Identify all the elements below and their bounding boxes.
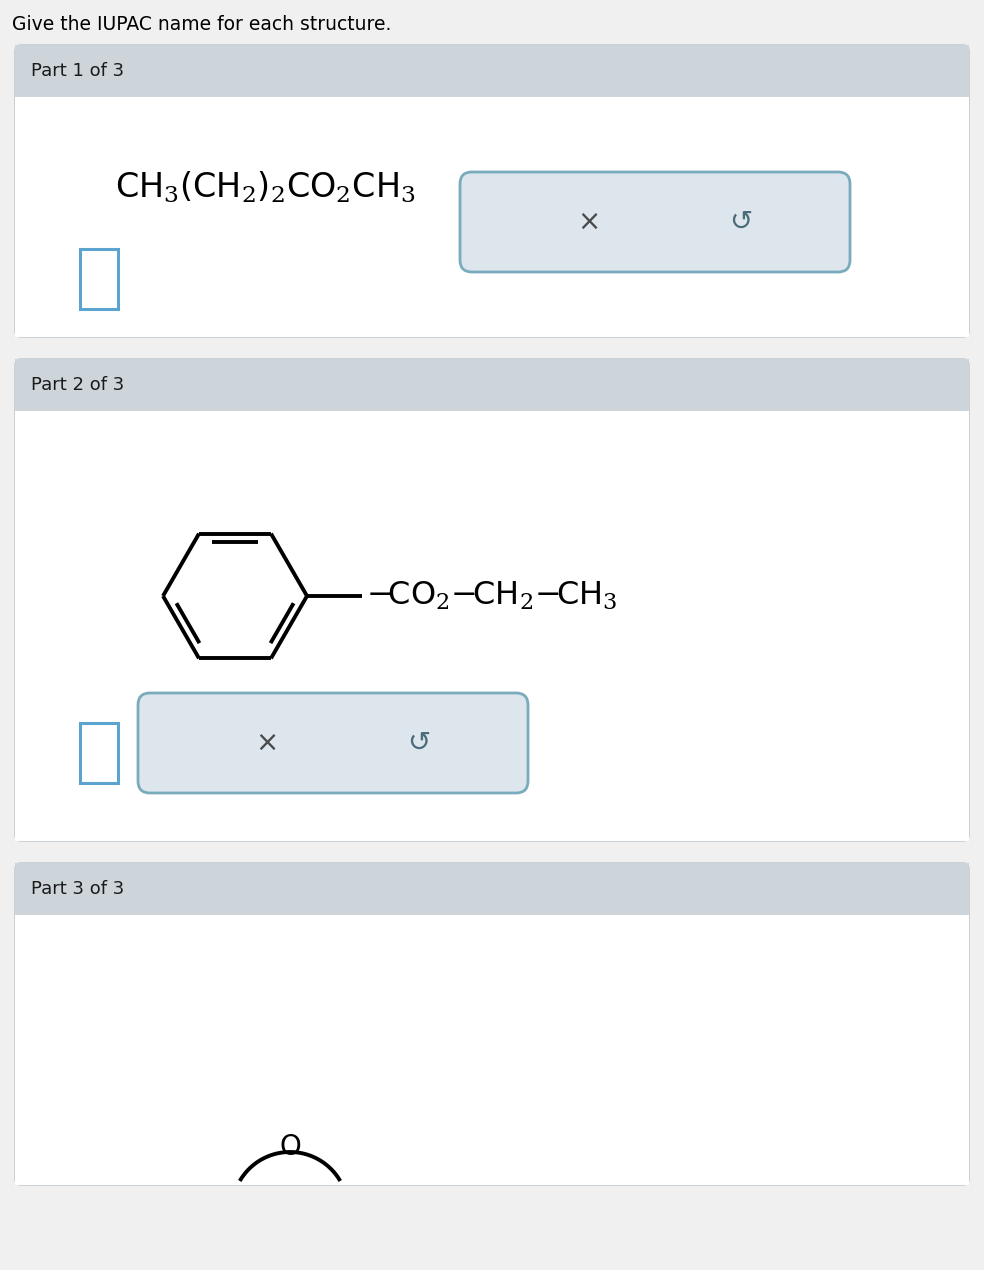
Text: CH$_3$(CH$_2$)$_2$CO$_2$CH$_3$: CH$_3$(CH$_2$)$_2$CO$_2$CH$_3$ bbox=[115, 169, 415, 204]
Bar bbox=[15, 97, 969, 337]
Bar bbox=[80, 723, 118, 784]
FancyBboxPatch shape bbox=[460, 171, 850, 272]
Bar bbox=[15, 411, 969, 841]
Text: ×: × bbox=[577, 208, 600, 236]
FancyBboxPatch shape bbox=[15, 864, 969, 1185]
FancyBboxPatch shape bbox=[15, 359, 969, 841]
Bar bbox=[15, 914, 969, 1185]
Text: Part 2 of 3: Part 2 of 3 bbox=[31, 376, 124, 394]
Bar bbox=[15, 864, 969, 914]
FancyBboxPatch shape bbox=[138, 693, 528, 792]
Text: ↺: ↺ bbox=[729, 208, 753, 236]
Text: ↺: ↺ bbox=[407, 729, 430, 757]
Text: $-\!$CO$_2$$-\!$CH$_2$$-\!$CH$_3$: $-\!$CO$_2$$-\!$CH$_2$$-\!$CH$_3$ bbox=[366, 580, 617, 612]
Text: Part 3 of 3: Part 3 of 3 bbox=[31, 880, 124, 898]
Bar bbox=[80, 249, 118, 309]
Bar bbox=[15, 44, 969, 97]
Text: ×: × bbox=[255, 729, 278, 757]
Text: Part 1 of 3: Part 1 of 3 bbox=[31, 62, 124, 80]
Text: O: O bbox=[279, 1133, 301, 1161]
Bar bbox=[15, 359, 969, 411]
Text: Give the IUPAC name for each structure.: Give the IUPAC name for each structure. bbox=[12, 15, 392, 34]
FancyBboxPatch shape bbox=[15, 44, 969, 337]
